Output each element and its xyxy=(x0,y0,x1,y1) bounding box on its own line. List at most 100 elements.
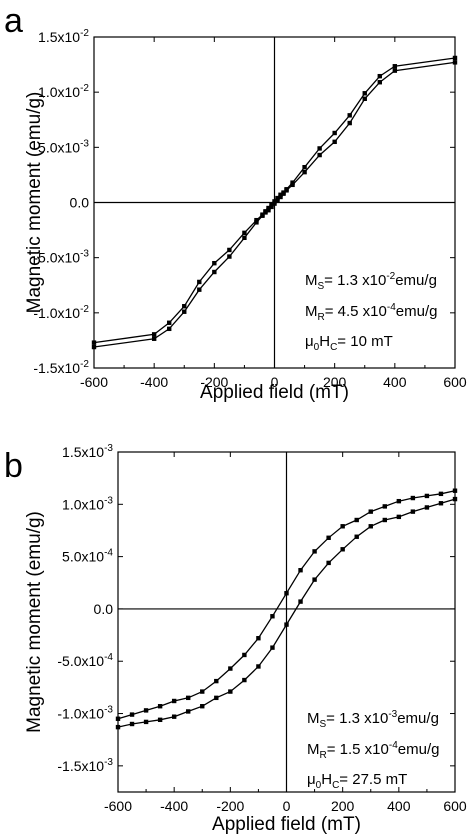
annotation-unit: emu/g xyxy=(396,303,438,320)
annotation-subscript: R xyxy=(320,750,327,761)
data-point xyxy=(298,599,303,604)
y-tick-mantissa: -1.0x10 xyxy=(57,706,104,722)
data-point xyxy=(129,721,135,727)
panel-letter: b xyxy=(4,447,23,485)
data-point xyxy=(256,664,261,669)
data-point xyxy=(254,220,259,225)
data-point xyxy=(281,191,286,196)
data-point xyxy=(382,517,387,523)
annotation-line: MR= 1.5 x10-4emu/g xyxy=(307,740,439,761)
y-tick-label: 0.0 xyxy=(94,601,114,617)
data-point xyxy=(272,201,277,206)
annotation-symbol: H xyxy=(321,771,332,788)
y-tick-exponent: -3 xyxy=(80,249,89,260)
y-tick-mantissa: 5.0x10 xyxy=(38,139,80,155)
y-tick-exponent: -3 xyxy=(104,705,113,716)
data-point xyxy=(151,332,157,337)
data-point xyxy=(167,326,172,332)
annotation-text: = 1.3 x10 xyxy=(324,272,386,289)
y-tick-mantissa: 1.0x10 xyxy=(62,496,104,512)
x-axis-title: Applied field (mT) xyxy=(212,814,361,835)
x-axis-title: Applied field (mT) xyxy=(200,382,349,403)
data-point xyxy=(260,213,265,218)
x-tick-label: -600 xyxy=(104,798,132,814)
data-point xyxy=(167,320,172,325)
data-point xyxy=(228,689,233,694)
y-tick-mantissa: -5.0x10 xyxy=(33,250,80,266)
data-point xyxy=(151,336,157,341)
data-point xyxy=(269,204,274,210)
y-tick-label: -5.0x10-4 xyxy=(57,652,113,669)
y-tick-mantissa: -1.5x10 xyxy=(33,360,80,376)
data-point xyxy=(377,80,382,85)
y-tick-label: 1.0x10-3 xyxy=(62,495,113,512)
data-point xyxy=(275,198,280,203)
data-point xyxy=(340,524,345,529)
data-point xyxy=(214,678,219,684)
data-point xyxy=(312,549,317,554)
y-axis-title: Magnetic moment (emu/g) xyxy=(24,511,45,733)
data-point xyxy=(242,677,247,683)
annotation-text: = 4.5 x10 xyxy=(325,303,387,320)
x-tick-label: -200 xyxy=(200,374,228,390)
y-tick-label: 5.0x10-3 xyxy=(38,138,89,155)
data-point xyxy=(115,716,121,721)
data-point xyxy=(368,524,373,529)
panel-letter: a xyxy=(4,2,23,40)
data-point xyxy=(278,192,283,197)
y-tick-exponent: -3 xyxy=(104,495,113,506)
y-tick-exponent: -4 xyxy=(104,548,113,559)
annotation-symbol: M xyxy=(305,303,318,320)
data-point xyxy=(396,498,402,504)
data-point xyxy=(326,560,331,566)
y-tick-label: 5.0x10-4 xyxy=(62,548,113,565)
data-point xyxy=(171,714,177,719)
data-point xyxy=(212,260,217,266)
data-point xyxy=(290,182,295,188)
x-tick-label: 400 xyxy=(383,374,407,390)
annotation-subscript: 0 xyxy=(316,780,322,791)
y-tick-label: 1.5x10-3 xyxy=(62,443,113,460)
data-point xyxy=(317,152,322,158)
x-tick-label: -600 xyxy=(80,374,108,390)
annotation-subscript: S xyxy=(320,719,327,730)
data-point xyxy=(382,504,387,509)
data-point xyxy=(129,712,135,717)
data-point xyxy=(270,614,275,619)
x-tick-label: 0 xyxy=(271,374,279,390)
data-point xyxy=(317,146,322,151)
annotation-superscript: -4 xyxy=(389,740,398,751)
data-point xyxy=(396,514,402,520)
chart-panel-a: a-600 -400 -200 0 200 400 600-1.5x10-2-1.0x10-… xyxy=(4,2,467,403)
y-axis-title: Magnetic moment (emu/g) xyxy=(24,92,45,314)
data-point xyxy=(186,695,191,701)
data-point xyxy=(214,695,219,701)
y-tick-mantissa: 1.5x10 xyxy=(38,29,80,45)
annotation-superscript: -4 xyxy=(387,302,396,313)
data-point xyxy=(410,495,416,501)
annotation-symbol: M xyxy=(307,710,320,727)
data-point xyxy=(424,493,430,499)
data-point xyxy=(275,195,280,201)
data-point xyxy=(452,60,458,65)
data-point xyxy=(302,164,307,170)
annotation-subscript: C xyxy=(330,342,337,353)
data-point xyxy=(186,709,191,714)
data-point xyxy=(91,340,97,345)
data-point xyxy=(254,217,259,223)
data-point xyxy=(452,488,458,493)
data-point xyxy=(200,689,205,694)
annotation-line: MS= 1.3 x10-2emu/g xyxy=(305,271,437,292)
data-point xyxy=(227,247,232,253)
y-tick-exponent: -4 xyxy=(104,652,113,663)
data-point xyxy=(302,169,307,175)
data-point xyxy=(392,68,398,73)
annotation-symbol: H xyxy=(319,333,330,350)
annotation-symbol: M xyxy=(307,741,320,758)
x-tick-label: 200 xyxy=(323,374,347,390)
y-tick-label: -1.0x10-3 xyxy=(57,705,113,722)
x-tick-label: -400 xyxy=(140,374,168,390)
data-point xyxy=(242,235,247,241)
x-tick-label: 400 xyxy=(387,798,411,814)
